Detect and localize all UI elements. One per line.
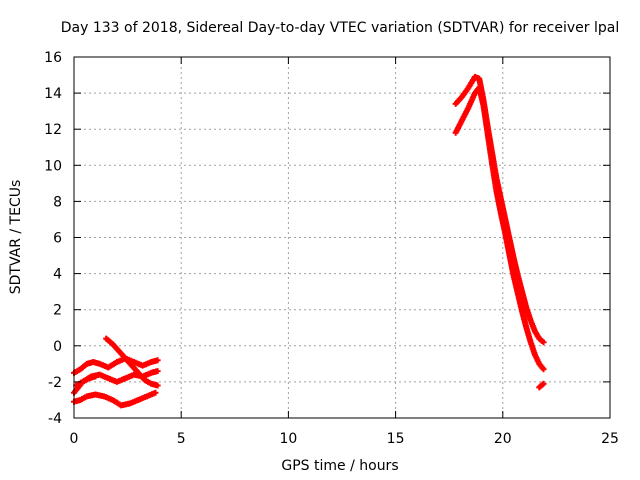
- data-point: [540, 366, 547, 373]
- data-point: [154, 382, 161, 389]
- series-track-c: [71, 389, 159, 409]
- x-tick-label: 0: [70, 431, 79, 447]
- data-point: [92, 373, 99, 380]
- series-track-h: [536, 380, 547, 391]
- y-axis-label: SDTVAR / TECUs: [8, 180, 24, 295]
- y-tick-label: -2: [48, 375, 62, 391]
- y-tick-label: 12: [44, 122, 62, 138]
- data-series: [71, 73, 547, 409]
- data-point: [154, 368, 161, 375]
- x-tick-label: 15: [387, 431, 405, 447]
- axis-ticks: 0 5 10 15 20 25 -4 -2 0 2 4 6 8 10 12 14 16: [44, 50, 619, 447]
- x-tick-label: 10: [279, 431, 297, 447]
- x-tick-label: 25: [601, 431, 619, 447]
- y-tick-label: 10: [44, 158, 62, 174]
- data-point: [154, 357, 161, 364]
- chart-title: Day 133 of 2018, Sidereal Day-to-day VTE…: [61, 20, 619, 36]
- x-axis-label: GPS time / hours: [281, 458, 398, 474]
- x-tick-label: 5: [177, 431, 186, 447]
- y-tick-label: 6: [53, 231, 62, 247]
- data-point: [152, 389, 159, 396]
- x-tick-label: 20: [494, 431, 512, 447]
- y-tick-label: 2: [53, 303, 62, 319]
- y-tick-label: 8: [53, 194, 62, 210]
- y-tick-label: -4: [48, 411, 62, 427]
- data-point: [540, 339, 547, 346]
- y-tick-label: 0: [53, 339, 62, 355]
- y-tick-label: 4: [53, 267, 62, 283]
- series-track-d: [103, 335, 161, 389]
- y-tick-label: 16: [44, 50, 62, 66]
- data-point: [540, 380, 547, 387]
- series-track-g: [452, 84, 547, 373]
- y-tick-label: 14: [44, 86, 62, 102]
